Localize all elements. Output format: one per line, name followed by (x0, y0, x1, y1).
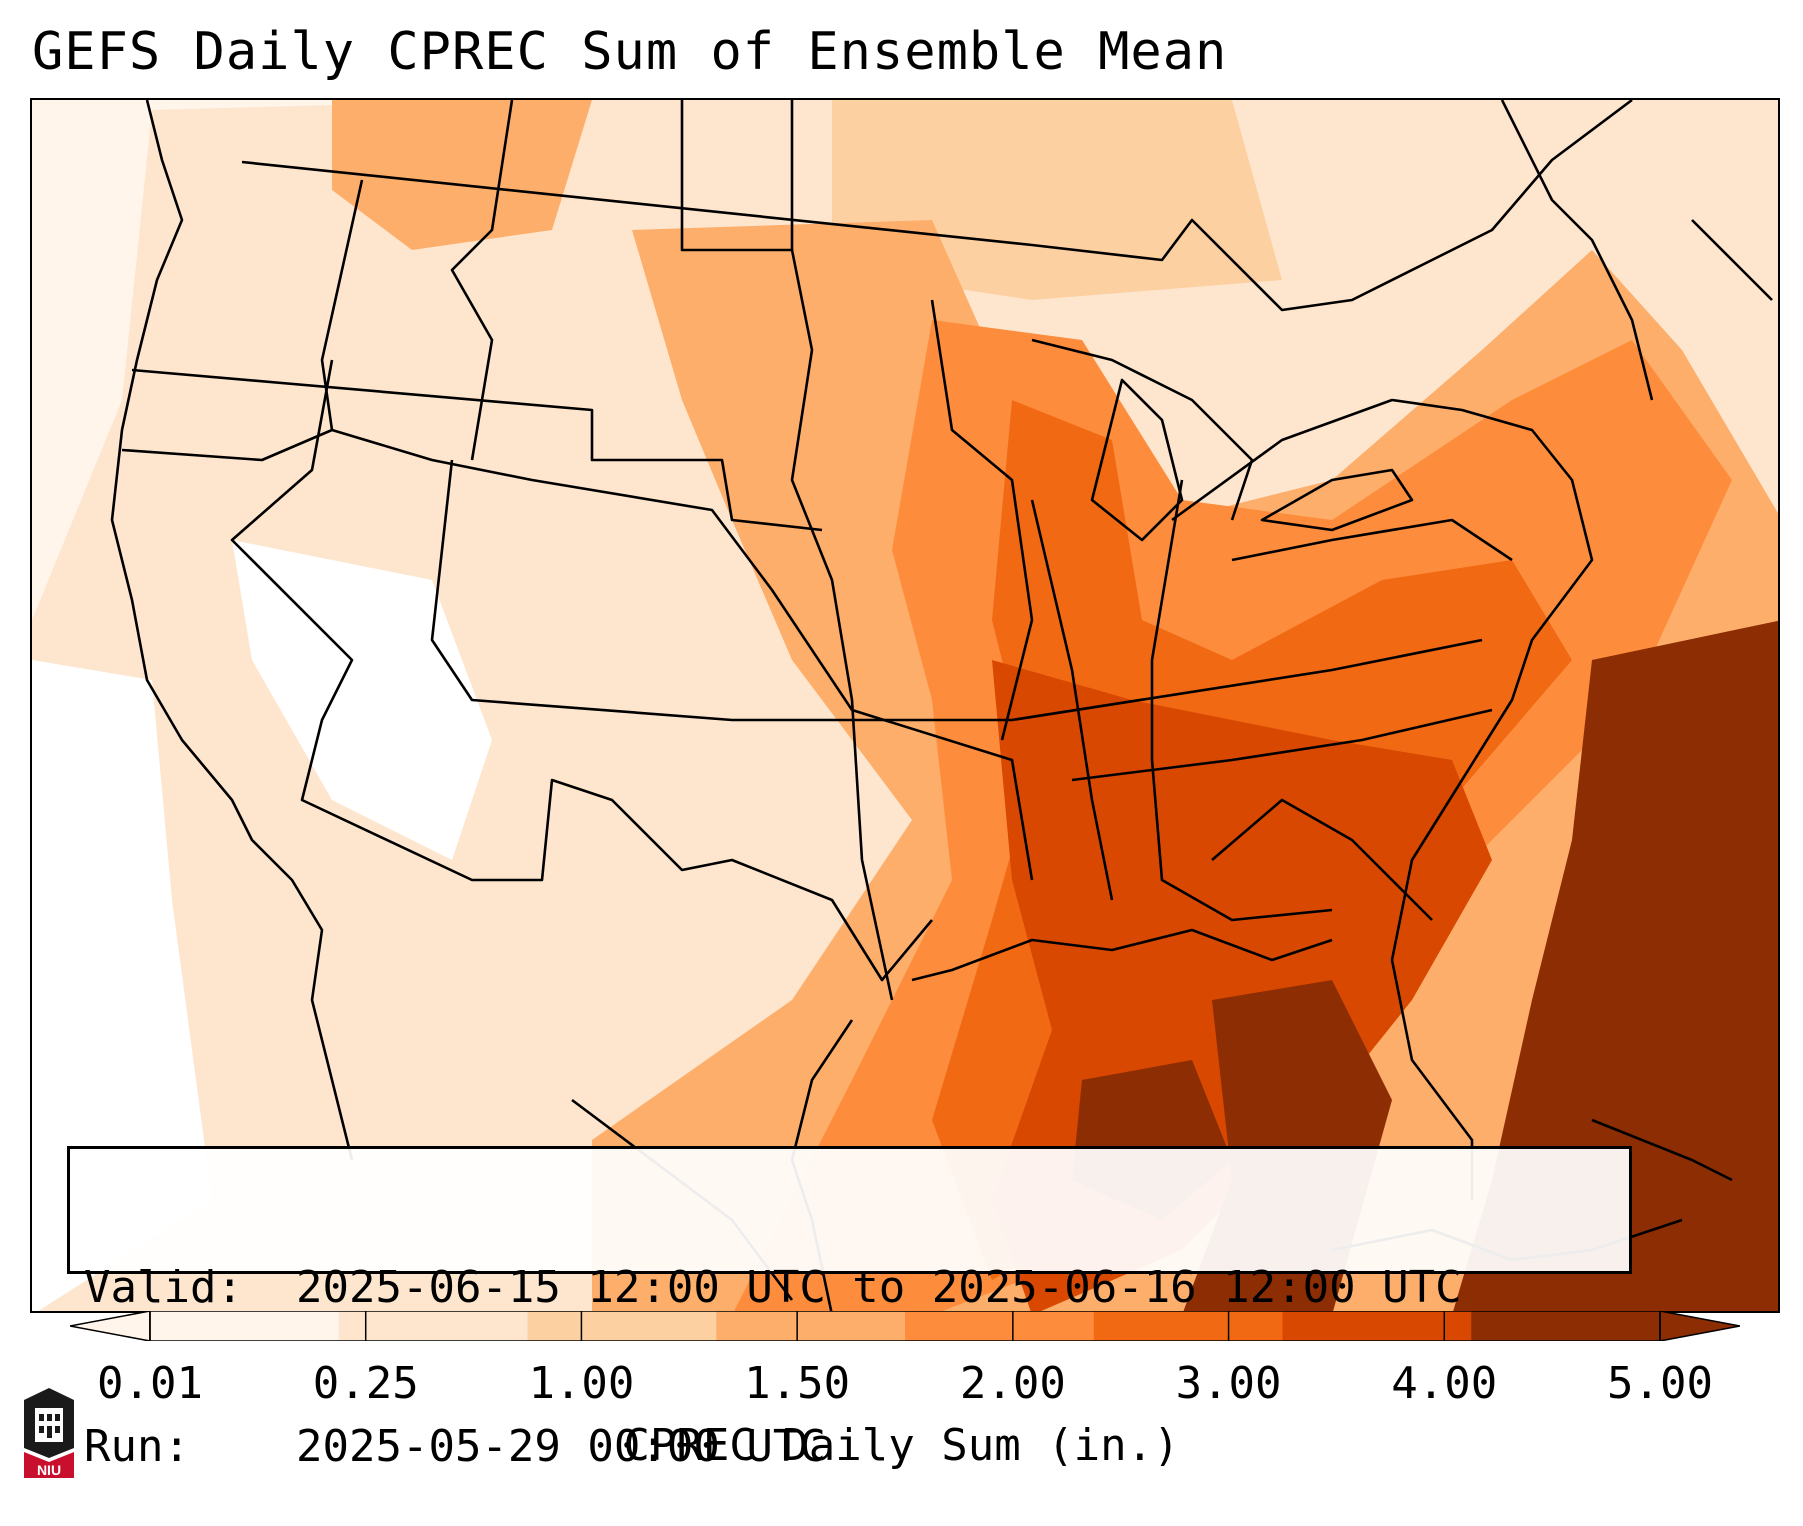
northern-border (241, 100, 1633, 312)
colorbar-segment (905, 1311, 1095, 1341)
chart-title: GEFS Daily CPREC Sum of Ensemble Mean (32, 22, 1228, 82)
colorbar-tick-label: 1.50 (744, 1358, 851, 1409)
colorbar-tick-label: 1.00 (528, 1358, 635, 1409)
precipitation-map (30, 98, 1780, 1313)
valid-line: Valid: 2025-06-15 12:00 UTC to 2025-06-16… (84, 1261, 1615, 1314)
map-canvas (32, 100, 1778, 1311)
niu-logo: NIU (20, 1386, 78, 1482)
precip-fields (32, 100, 1778, 1311)
valid-key: Valid: (84, 1262, 243, 1313)
run-value: 2025-05-29 00:00 UTC (296, 1421, 826, 1472)
run-key: Run: (84, 1421, 190, 1472)
colorbar-segment (527, 1311, 717, 1341)
colorbar-segment (1093, 1311, 1283, 1341)
colorbar-tick-label: 0.25 (312, 1358, 419, 1409)
colorbar-tick-label: 4.00 (1391, 1358, 1498, 1409)
valid-run-info-box: Valid: 2025-06-15 12:00 UTC to 2025-06-16… (67, 1146, 1632, 1472)
west-coast (110, 100, 354, 1161)
colorbar-segment (1471, 1311, 1661, 1341)
colorbar-tick-label: 0.01 (97, 1358, 203, 1409)
colorbar-extend-max (1659, 1311, 1740, 1341)
valid-value: 2025-06-15 12:00 UTC to 2025-06-16 12:00… (296, 1262, 1462, 1313)
colorbar-tick-label: 2.00 (959, 1358, 1066, 1409)
border-2 (230, 359, 933, 982)
colorbar-extend-min (70, 1311, 151, 1341)
colorbar (70, 1311, 1740, 1341)
run-line: Run: 2025-05-29 00:00 UTC (84, 1420, 1615, 1473)
colorbar-segment (150, 1311, 340, 1341)
colorbar-segment (716, 1311, 906, 1341)
colorbar-label: CPREC Daily Sum (in.) (623, 1420, 1180, 1471)
colorbar-segment (338, 1311, 528, 1341)
colorbar-tick-label: 5.00 (1607, 1358, 1713, 1409)
colorbar-segment (1282, 1311, 1472, 1341)
colorbar-tick-label: 3.00 (1175, 1358, 1282, 1409)
great-lakes-shore (1031, 338, 1254, 521)
logo-text: NIU (37, 1462, 61, 1478)
border-1 (131, 368, 823, 532)
